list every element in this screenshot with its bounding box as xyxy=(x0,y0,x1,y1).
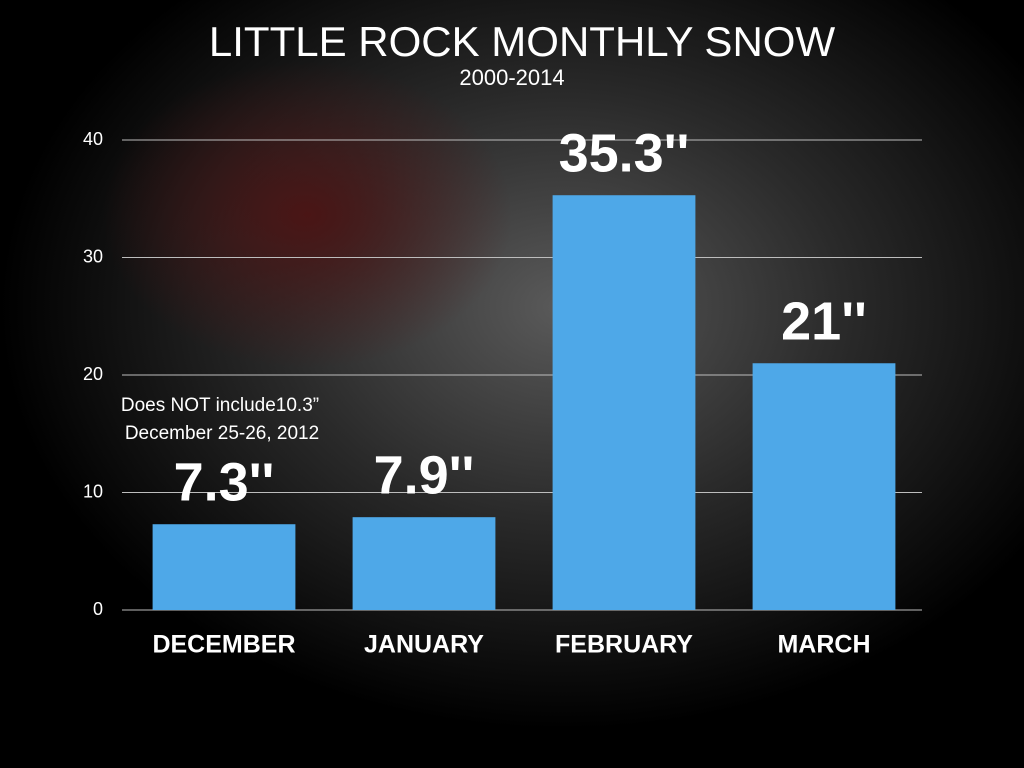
x-tick-label: JANUARY xyxy=(364,631,484,659)
x-tick-label: FEBRUARY xyxy=(555,631,693,659)
y-tick-label: 0 xyxy=(93,599,103,619)
x-tick-label: MARCH xyxy=(777,631,870,659)
value-label: 21'' xyxy=(781,292,867,352)
y-tick-label: 10 xyxy=(83,481,103,501)
value-label: 7.3'' xyxy=(174,452,275,512)
y-tick-label: 30 xyxy=(83,246,103,266)
chart-subtitle: 2000-2014 xyxy=(459,65,564,90)
annotation: Does NOT include10.3” xyxy=(121,395,319,416)
bar xyxy=(352,517,496,610)
bar xyxy=(552,195,696,610)
y-tick-label: 40 xyxy=(83,129,103,149)
value-label: 7.9'' xyxy=(374,445,475,505)
bar xyxy=(752,363,896,610)
y-tick-label: 20 xyxy=(83,364,103,384)
x-tick-label: DECEMBER xyxy=(152,631,295,659)
chart-title: LITTLE ROCK MONTHLY SNOW xyxy=(209,18,836,65)
annotation: December 25-26, 2012 xyxy=(125,423,319,444)
value-label: 35.3'' xyxy=(559,123,690,183)
bar xyxy=(152,524,296,610)
